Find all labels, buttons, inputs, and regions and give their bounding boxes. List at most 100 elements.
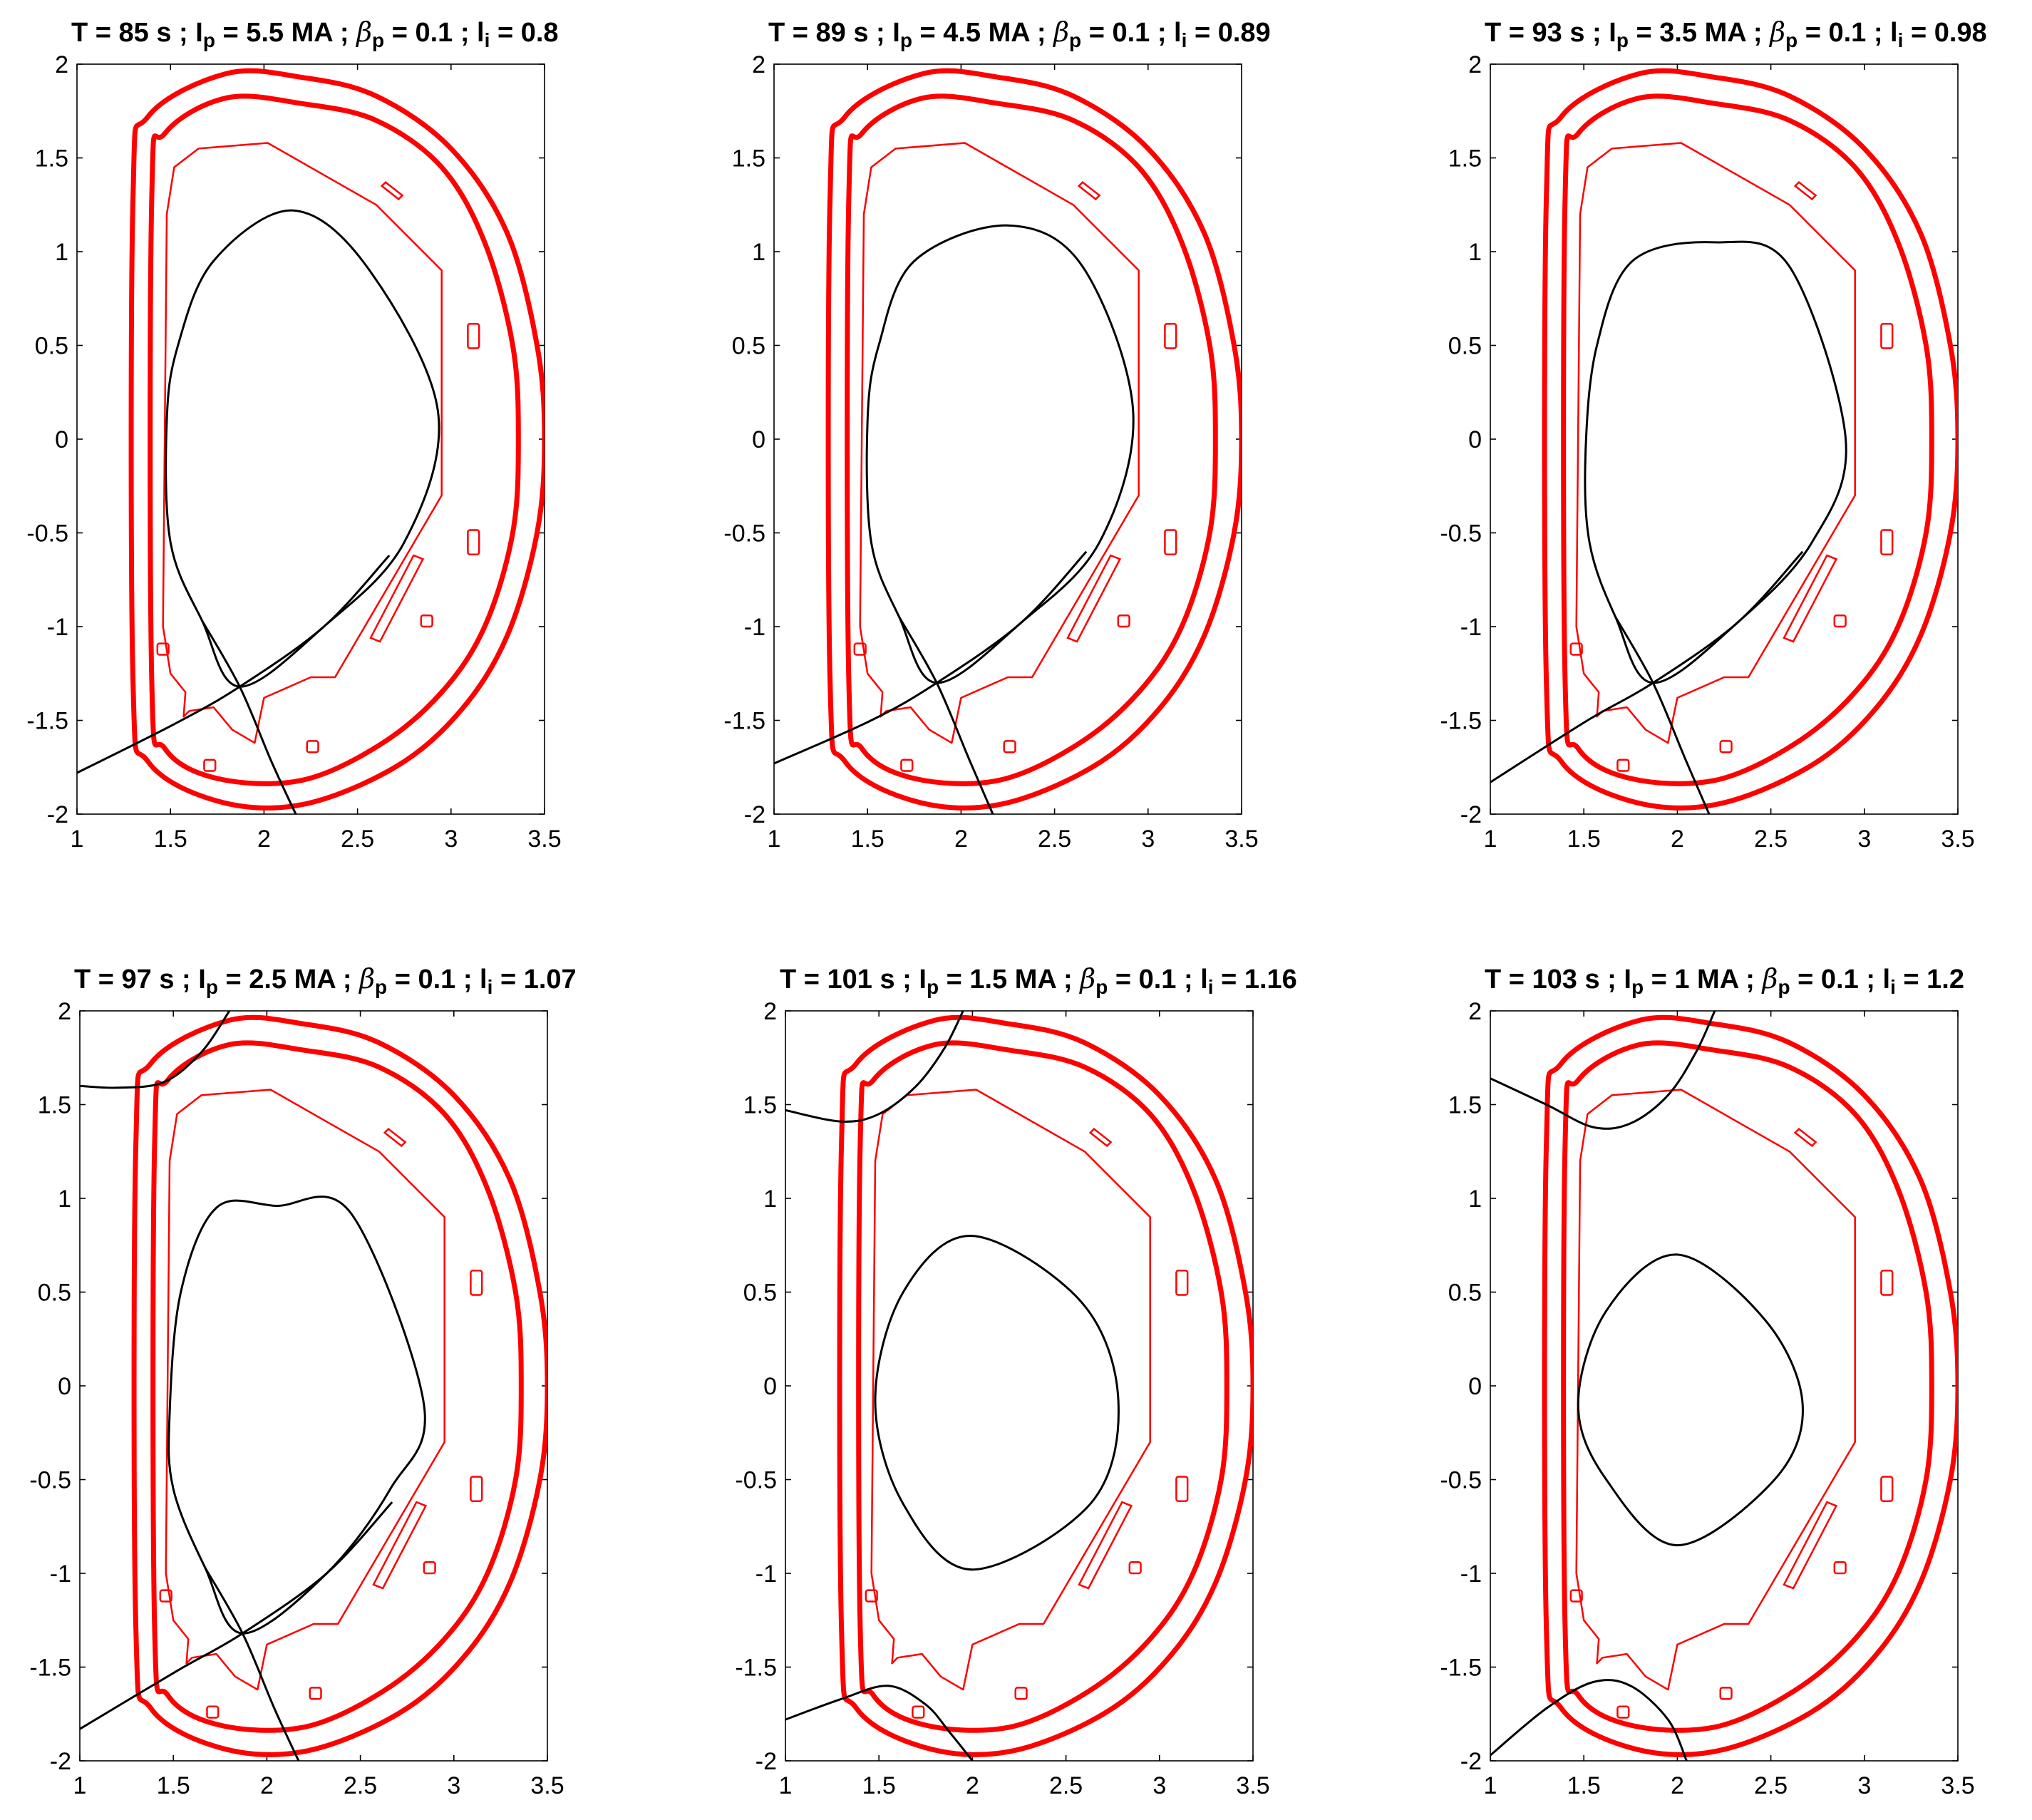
- y-tick-label: -2: [755, 1748, 777, 1775]
- baffle-plate: [1078, 1501, 1133, 1590]
- first-wall-contour: [859, 142, 1140, 744]
- title-sub_p1: p: [1616, 29, 1629, 51]
- coil: [912, 1705, 925, 1719]
- y-tick-label: -1.5: [1440, 708, 1482, 735]
- coil: [1833, 1561, 1847, 1575]
- title-sub_i: i: [488, 976, 493, 998]
- vessel-outer-wall: [131, 1014, 547, 1757]
- x-tick-label: 1: [1484, 826, 1497, 853]
- coil: [1833, 614, 1847, 628]
- y-tick-label: -0.5: [26, 520, 68, 547]
- coil: [420, 614, 433, 628]
- panel-title: T = 101 s ; Ip = 1.5 MA ; βp = 0.1 ; li …: [780, 963, 1297, 998]
- title-mid1: = 3.5 MA ;: [1629, 18, 1770, 48]
- y-tick-label: -1.5: [1440, 1655, 1482, 1682]
- title-beta: β: [1078, 963, 1095, 994]
- title-sub_p2: p: [372, 29, 384, 51]
- wall-tile: [1077, 181, 1101, 201]
- y-tick-label: 1: [763, 1186, 777, 1213]
- coil: [1175, 1270, 1189, 1296]
- baffle-plate: [1783, 1501, 1838, 1590]
- y-tick-label: 2: [55, 51, 68, 78]
- coil: [900, 759, 914, 772]
- y-tick-label: -1: [744, 614, 765, 641]
- x-tick-label: 2.5: [344, 1772, 377, 1799]
- separatrix-leg-outer: [1490, 550, 1804, 783]
- y-tick-label: 1: [55, 239, 68, 266]
- y-tick-label: 0.5: [38, 1280, 71, 1307]
- y-tick-label: -0.5: [1440, 1467, 1482, 1494]
- y-tick-label: -2: [47, 801, 68, 828]
- coil: [1175, 1476, 1189, 1502]
- y-tick-label: 1.5: [1448, 145, 1482, 173]
- y-tick-label: 1: [752, 239, 765, 266]
- y-tick-label: -1: [1460, 614, 1482, 641]
- x-tick-label: 1.5: [154, 826, 187, 853]
- x-tick-label: 2: [966, 1772, 979, 1799]
- coil: [1616, 759, 1630, 772]
- separatrix-leg-inner: [201, 620, 297, 814]
- y-tick-label: 0.5: [1448, 1280, 1482, 1307]
- title-sub_p1: p: [206, 976, 218, 998]
- wall-tile: [380, 181, 404, 201]
- first-wall-contour: [870, 1089, 1151, 1691]
- title-sub_p2: p: [1778, 976, 1790, 998]
- title-sub_p2: p: [1785, 29, 1798, 51]
- plot-area: [1490, 1011, 1958, 1761]
- coil: [1128, 1561, 1142, 1575]
- panel-title: T = 97 s ; Ip = 2.5 MA ; βp = 0.1 ; li =…: [74, 963, 577, 998]
- y-tick-label: 1.5: [1448, 1092, 1482, 1119]
- wall-tile: [383, 1128, 407, 1148]
- x-tick-label: 3: [1857, 826, 1871, 853]
- x-tick-label: 2.5: [1754, 1772, 1788, 1799]
- y-tick-label: 1.5: [732, 145, 765, 173]
- x-tick-label: 2.5: [1038, 826, 1071, 853]
- coil: [309, 1687, 322, 1700]
- title-suffix: = 1.07: [492, 965, 576, 994]
- y-tick-label: -1.5: [735, 1655, 777, 1682]
- y-tick-label: 1.5: [38, 1092, 71, 1119]
- y-tick-label: 0: [752, 426, 765, 453]
- x-tick-label: 1.5: [1567, 1772, 1601, 1799]
- title-mid2: = 0.1 ; l: [1798, 18, 1897, 48]
- x-tick-label: 1.5: [1567, 826, 1601, 853]
- title-suffix: = 0.8: [490, 18, 558, 48]
- y-tick-label: -1.5: [723, 708, 765, 735]
- baffle-plate: [1066, 554, 1122, 643]
- coil: [865, 1589, 878, 1603]
- coil: [467, 529, 480, 555]
- upper-flux-line: [1490, 1011, 1716, 1130]
- y-tick-label: 0.5: [35, 333, 68, 360]
- title-suffix: = 1.2: [1896, 965, 1964, 994]
- y-tick-label: -0.5: [735, 1467, 777, 1494]
- y-tick-label: 2: [763, 998, 777, 1025]
- y-tick-label: -1: [50, 1561, 71, 1588]
- y-tick-label: -2: [50, 1748, 71, 1775]
- coil: [1569, 1589, 1583, 1603]
- coil: [1880, 529, 1894, 555]
- y-tick-label: 0.5: [743, 1280, 777, 1307]
- y-tick-label: -0.5: [723, 520, 765, 547]
- y-tick-label: 2: [58, 998, 71, 1025]
- title-sub_i: i: [1898, 29, 1904, 51]
- y-tick-label: 1.5: [743, 1092, 777, 1119]
- coil: [470, 1476, 483, 1502]
- title-sub_p1: p: [1631, 976, 1644, 998]
- title-mid1: = 2.5 MA ;: [218, 965, 359, 994]
- y-tick-label: 1: [1468, 239, 1482, 266]
- panel-4: T = 97 s ; Ip = 2.5 MA ; βp = 0.1 ; li =…: [29, 963, 576, 1799]
- title-prefix: T = 97 s ; I: [74, 965, 206, 994]
- title-sub_p1: p: [927, 976, 939, 998]
- y-tick-label: 1: [58, 1186, 71, 1213]
- coil: [470, 1270, 483, 1296]
- title-prefix: T = 93 s ; I: [1485, 18, 1616, 48]
- y-tick-label: -2: [1460, 1748, 1482, 1775]
- y-tick-label: 1.5: [35, 145, 68, 173]
- separatrix-leg-inner: [204, 1567, 300, 1761]
- title-suffix: = 0.98: [1903, 18, 1986, 48]
- panel-title: T = 89 s ; Ip = 4.5 MA ; βp = 0.1 ; li =…: [768, 16, 1271, 51]
- x-tick-label: 2.5: [341, 826, 374, 853]
- plasma-boundary: [1577, 1253, 1804, 1547]
- y-tick-label: -0.5: [29, 1467, 71, 1494]
- title-beta: β: [1052, 16, 1069, 48]
